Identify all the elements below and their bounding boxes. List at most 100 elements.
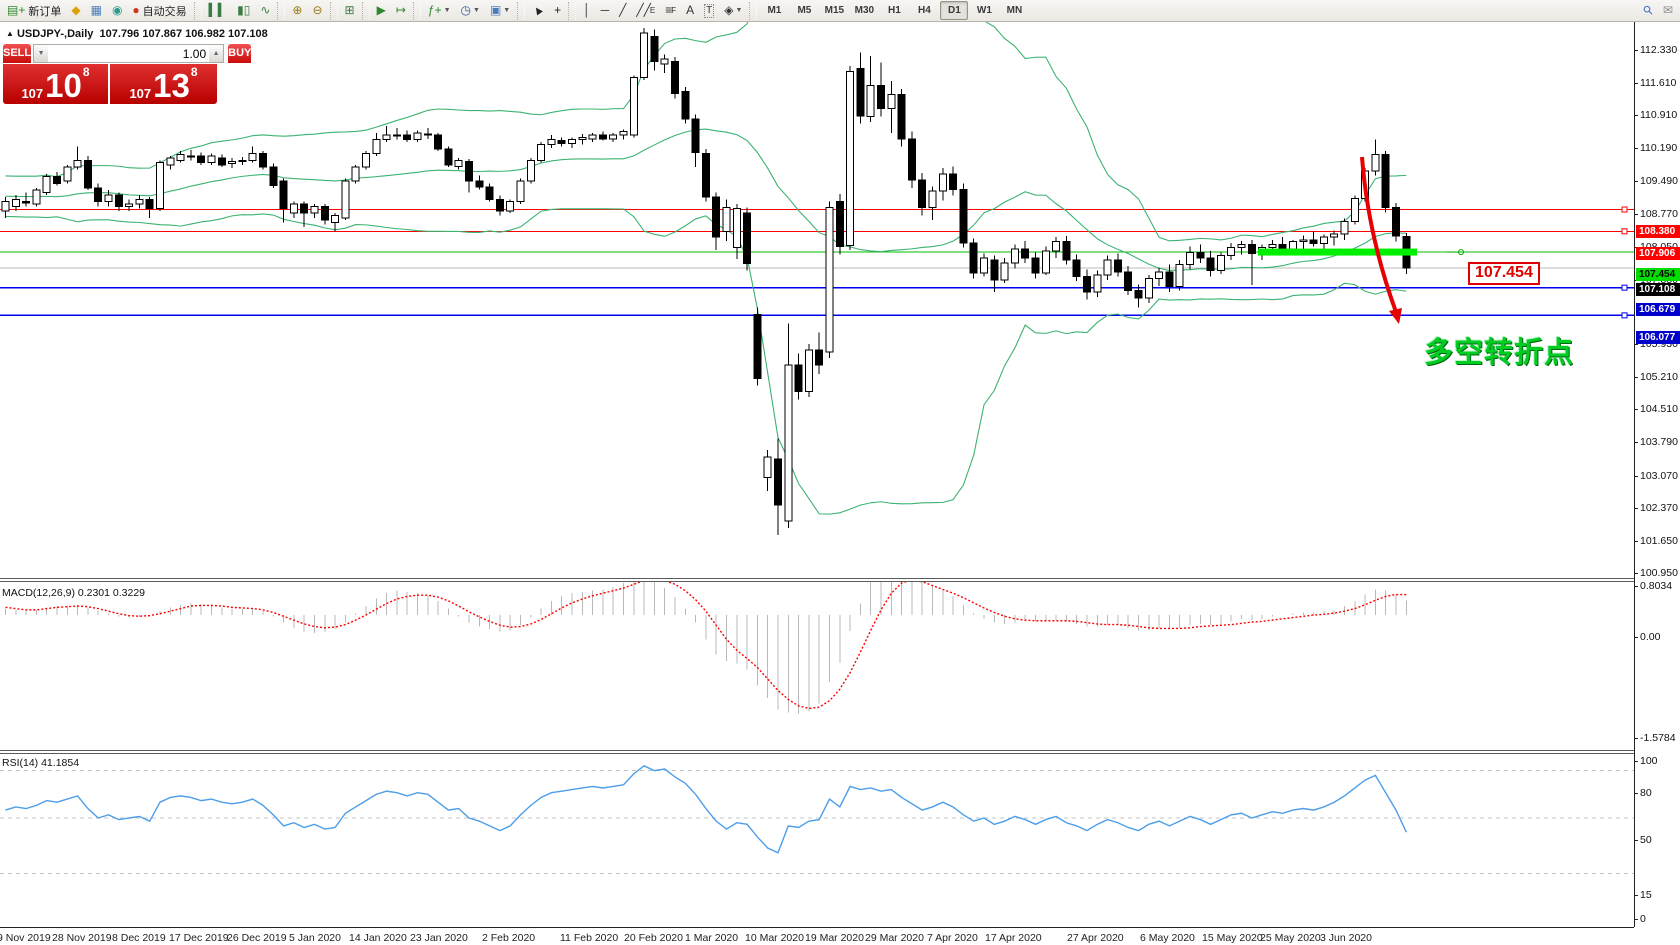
rsi-panel-canvas[interactable] (0, 754, 1634, 927)
timeframe-d1-button[interactable]: D1 (940, 1, 969, 20)
horizontal-line-button[interactable]: ─ (597, 0, 614, 21)
dropdown-caret-icon[interactable]: ▼ (473, 7, 480, 14)
dropdown-caret-icon[interactable]: ▼ (443, 7, 451, 14)
timeframe-m1-button[interactable]: M1 (767, 5, 782, 16)
volume-decrease-button[interactable]: ▼ (34, 45, 49, 62)
pivot-note-text[interactable]: 多空转折点 (1424, 337, 1575, 370)
bull-candle (537, 143, 546, 161)
line-anchor-handle[interactable] (1621, 228, 1628, 235)
bollinger-band-line (5, 128, 1407, 271)
bull-candle (1268, 243, 1277, 249)
toolbar-separator (412, 1, 421, 20)
support-zone-bar[interactable] (1258, 248, 1417, 256)
new-chart-button[interactable]: ▦ (87, 0, 106, 21)
bear-candle (465, 161, 473, 182)
main-chart-canvas[interactable] (0, 22, 1634, 582)
buy-price-display[interactable]: 107 13 8 (110, 64, 217, 104)
panel-splitter[interactable] (0, 578, 1634, 582)
timeframe-h1-button[interactable]: H1 (887, 5, 901, 16)
crosshair-icon: + (554, 3, 562, 17)
axis-tick (1634, 50, 1638, 51)
zoom-out-button[interactable]: ⊖ (308, 0, 326, 21)
toolbar: ▤+ 新订单 ◆ ▦ ◉ ● 自动交易 ▍▍ ▮▯ ∿ ⊕ ⊖ ⊞ ▶ ↦ ƒ+ ▼ ◷ ▼ ▣ ▼ ▲ + │ ─ ╱ ╱╱ E ≡ F… (0, 0, 1680, 22)
timeframe-m5-button[interactable]: M5 (797, 5, 812, 16)
trendline-icon: ╱ (619, 3, 627, 17)
date-tick-label: 17 Dec 2019 (169, 932, 229, 944)
search-icon[interactable]: ⚲ (1640, 0, 1657, 21)
timeframe-mn-button[interactable]: MN (1006, 5, 1023, 16)
bear-candle (681, 90, 690, 120)
fibonacci-button[interactable]: ≡ F (661, 0, 680, 21)
bear-candle (990, 259, 999, 281)
volume-input[interactable] (48, 45, 210, 62)
macd-panel-canvas[interactable] (0, 582, 1634, 752)
price-annotation-label[interactable]: 107.454 (1468, 262, 1540, 286)
bear-candle (403, 134, 412, 141)
volume-increase-button[interactable]: ▲ (209, 45, 224, 62)
line-anchor-handle[interactable] (1621, 206, 1628, 213)
trendline-button[interactable]: ╱ (615, 0, 630, 21)
chart-shift-button[interactable]: ↦ (392, 0, 410, 21)
line-anchor-handle[interactable] (1621, 312, 1628, 319)
indicators-button[interactable]: ƒ+ ▼ (424, 0, 455, 21)
timeframe-h4-button[interactable]: H4 (917, 5, 931, 16)
candlestick-chart-button[interactable]: ▮▯ (233, 0, 254, 21)
crosshair-button[interactable]: + (550, 0, 565, 21)
signals-button[interactable]: ◉ (108, 0, 126, 21)
periods-button[interactable]: ◷ ▼ (457, 0, 484, 21)
signals-icon: ◉ (111, 3, 123, 17)
sell-arrow[interactable] (1360, 156, 1398, 313)
bear-candle (1165, 271, 1174, 288)
bear-candle (671, 61, 679, 95)
axis-tick (1634, 475, 1638, 477)
dropdown-caret-icon[interactable]: ▼ (735, 7, 743, 14)
glyph-sub-label: F (671, 6, 677, 15)
bull-candle (63, 166, 72, 182)
sell-price-display[interactable]: 107 10 8 (3, 64, 108, 104)
text-label-button[interactable]: T (700, 0, 718, 21)
autotrading-button[interactable]: ● 自动交易 (128, 0, 190, 21)
bear-candle (701, 152, 710, 198)
auto-scroll-button[interactable]: ▶ (373, 0, 390, 21)
date-tick-label: 29 Mar 2020 (865, 932, 924, 944)
line-anchor-handle[interactable] (1621, 284, 1628, 291)
vertical-line-icon: │ (583, 3, 591, 17)
bear-candle (794, 364, 803, 393)
date-tick-label: 27 Apr 2020 (1067, 932, 1124, 944)
buy-button[interactable]: BUY (228, 44, 252, 63)
axis-tick (1634, 919, 1638, 920)
chat-icon[interactable]: ✉ (1659, 0, 1677, 21)
toolbar-separator (361, 1, 370, 20)
zoom-in-button[interactable]: ⊕ (288, 0, 306, 21)
bear-candle (1062, 241, 1071, 261)
timeframe-w1-button[interactable]: W1 (976, 5, 992, 16)
bar-chart-button[interactable]: ▍▍ (205, 0, 231, 21)
axis-tick (1634, 344, 1638, 346)
indicators-icon: ƒ+ (427, 3, 442, 17)
timeframe-m15-button[interactable]: M15 (824, 5, 845, 16)
zoom-out-icon: ⊖ (312, 3, 323, 17)
timeframe-m30-button[interactable]: M30 (854, 5, 875, 16)
date-tick-label: 5 Jan 2020 (289, 932, 341, 944)
text-button[interactable]: A (682, 0, 698, 21)
bull-candle (629, 77, 638, 136)
axis-tick (1634, 148, 1638, 150)
equidistant-channel-button[interactable]: ╱╱ E (632, 0, 659, 21)
bear-candle (94, 187, 103, 203)
bear-candle (259, 152, 267, 168)
new-order-button[interactable]: ▤+ 新订单 (3, 0, 65, 21)
price-tag: 106.679 (1636, 303, 1680, 317)
sell-arrow-head-icon (1389, 308, 1402, 324)
line-chart-button[interactable]: ∿ (256, 0, 274, 21)
sell-button[interactable]: SELL (3, 44, 32, 63)
vertical-line-button[interactable]: │ (579, 0, 595, 21)
templates-button[interactable]: ▣ ▼ (486, 0, 514, 21)
panel-splitter[interactable] (0, 750, 1634, 754)
bear-candle (1124, 271, 1133, 291)
metaeditor-button[interactable]: ◆ (67, 0, 84, 21)
bull-candle (588, 134, 597, 140)
cursor-button[interactable]: ▲ (528, 0, 548, 21)
arrows-button[interactable]: ◈ ▼ (720, 0, 746, 21)
dropdown-caret-icon[interactable]: ▼ (503, 7, 511, 14)
tile-windows-button[interactable]: ⊞ (341, 0, 359, 21)
